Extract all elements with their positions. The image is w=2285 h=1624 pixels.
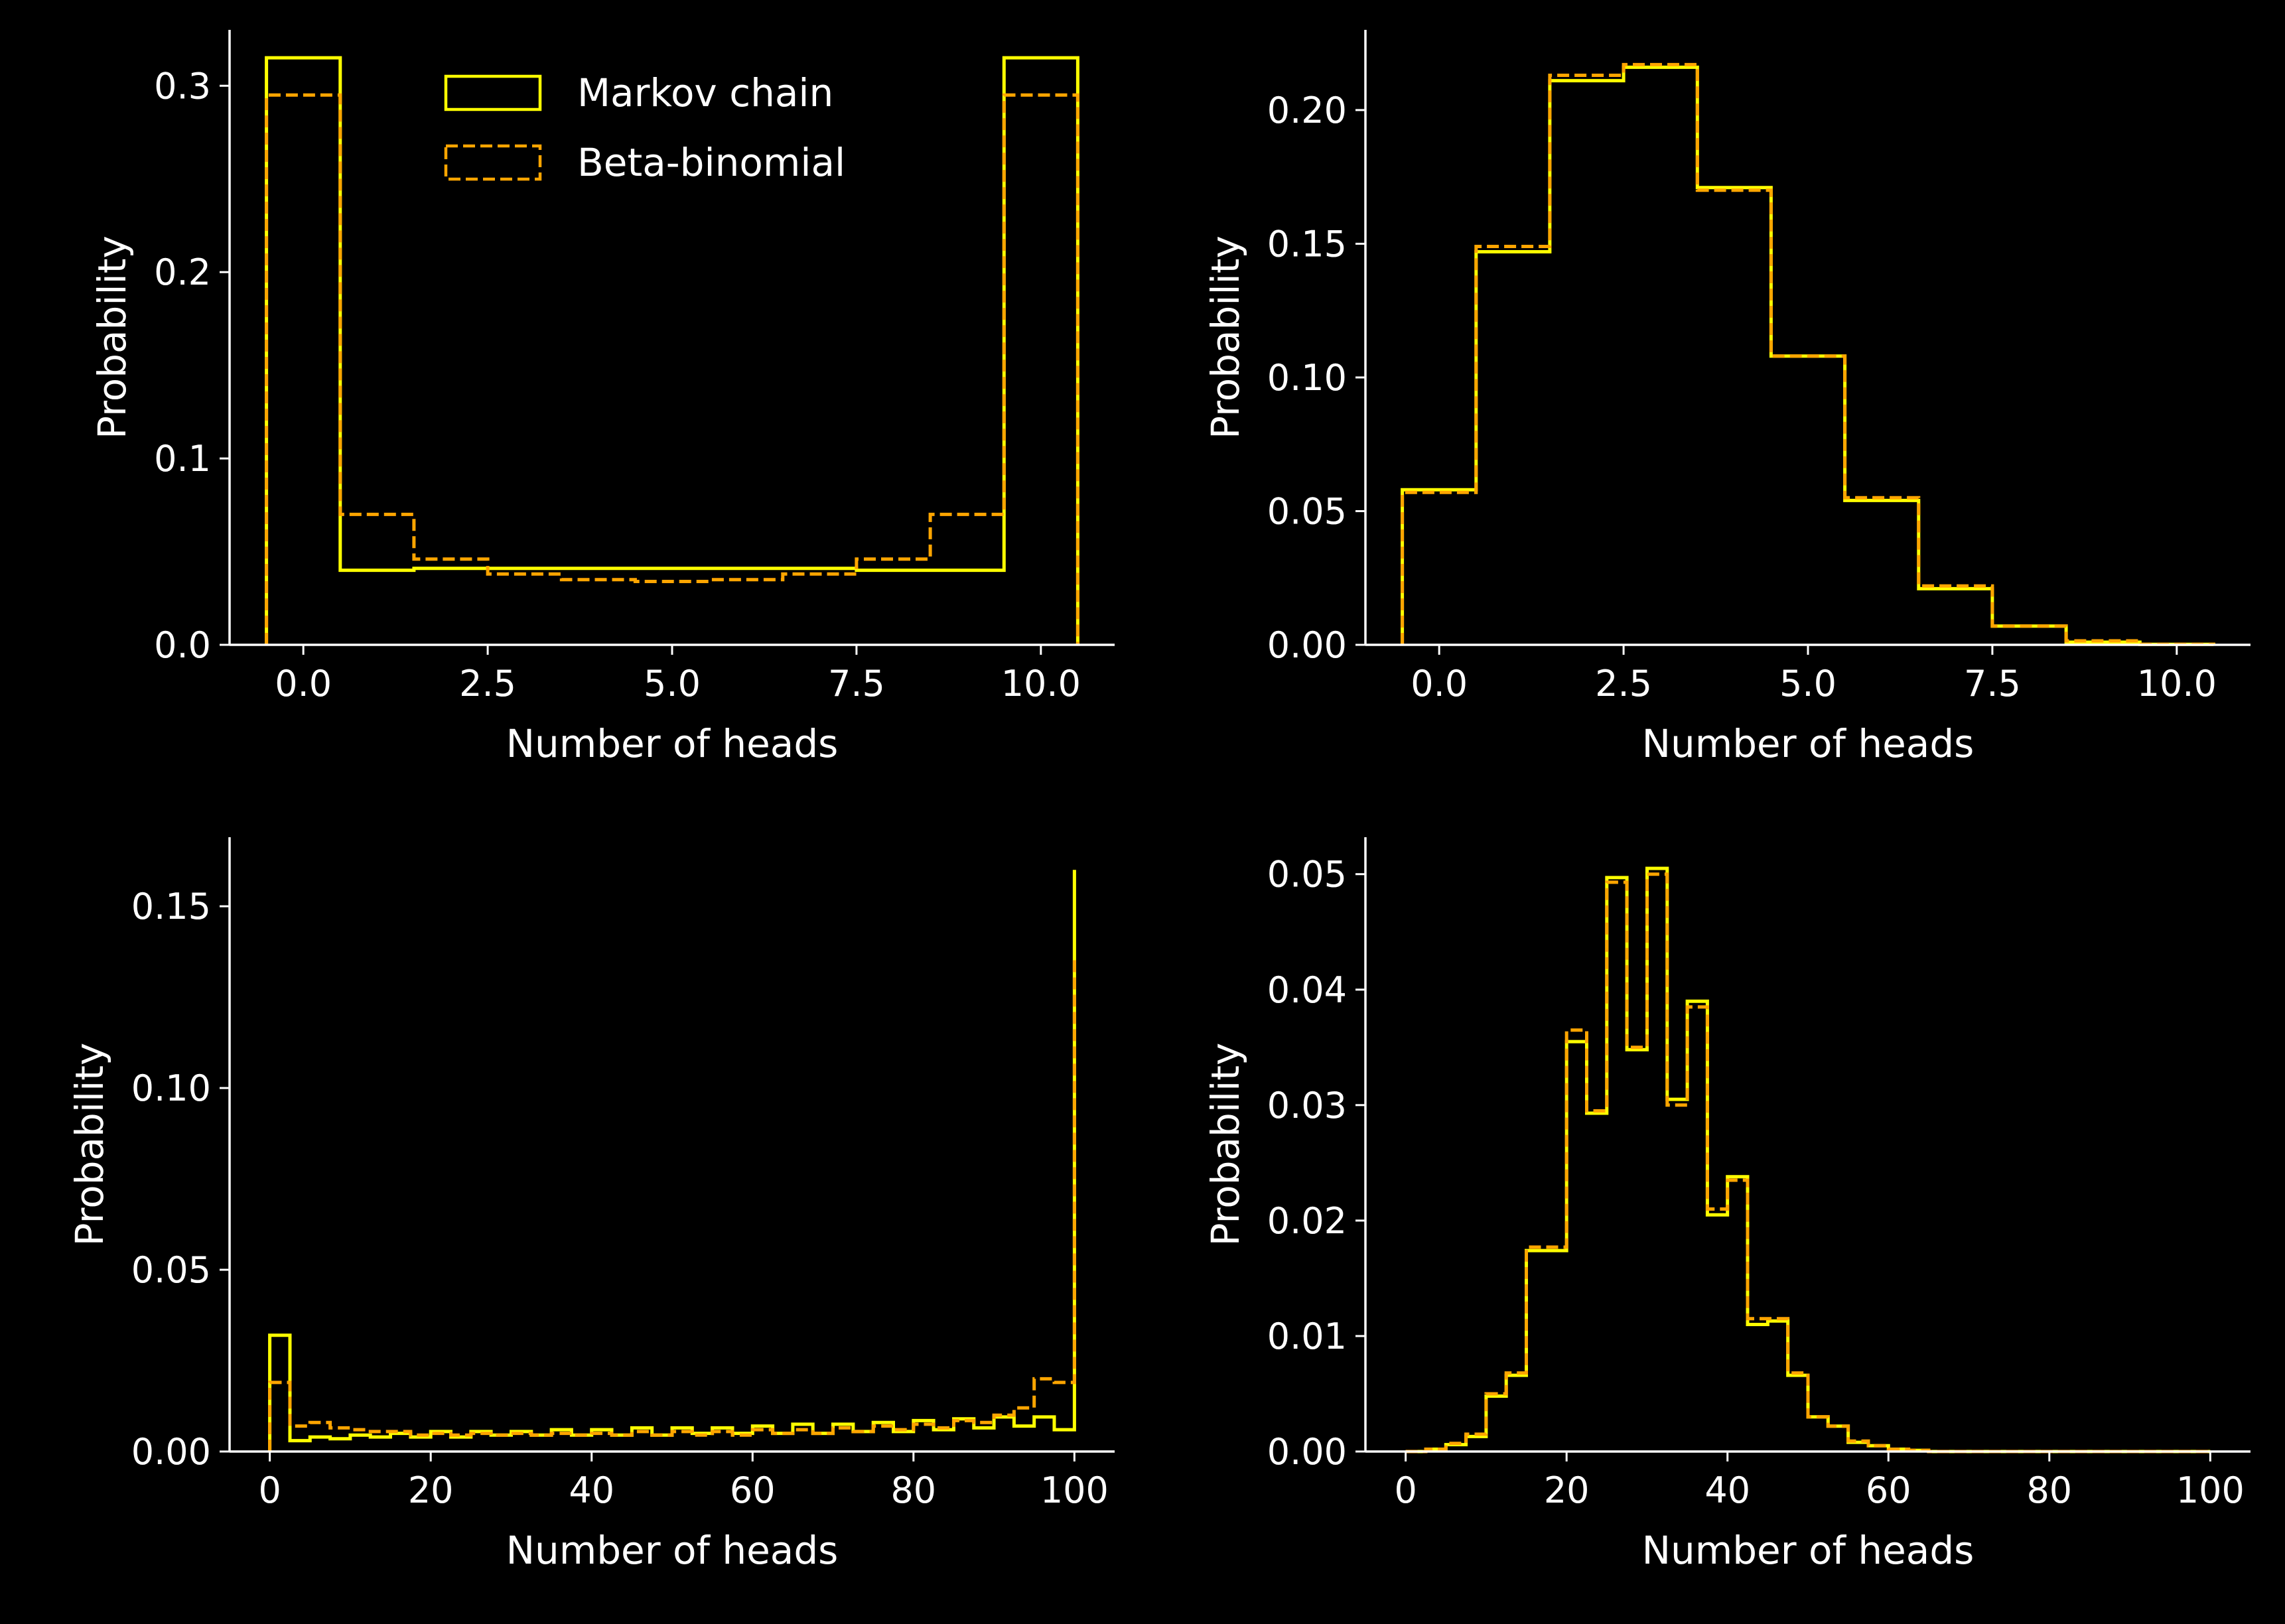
y-tick-label: 0.05 [1267, 854, 1347, 896]
x-tick-label: 100 [1040, 1469, 1109, 1511]
x-axis-label: Number of heads [1642, 721, 1974, 766]
series-beta-binomial-step [268, 957, 1076, 1452]
x-tick-label: 60 [1866, 1469, 1911, 1511]
x-tick-label: 80 [890, 1469, 936, 1511]
x-axis-label: Number of heads [506, 721, 839, 766]
x-tick-label: 20 [408, 1469, 454, 1511]
x-tick-label: 100 [2176, 1469, 2245, 1511]
y-tick-label: 0.10 [131, 1067, 211, 1109]
series-beta-binomial-step [1401, 62, 2215, 646]
x-tick-label: 80 [2026, 1469, 2072, 1511]
x-tick-label: 7.5 [1964, 663, 2021, 705]
y-tick-label: 0.01 [1267, 1316, 1347, 1357]
legend-swatch-markov-chain [444, 74, 542, 111]
chart-panel-1: 0.0 2.5 5.0 7.5 10.0 0.0 0.1 0.2 0.3 Number of he… [90, 30, 1115, 766]
chart-panel-4: 0 20 40 60 80 100 0.00 0.01 0.02 0.03 0.04 0.05 Numb… [1203, 837, 2250, 1573]
y-tick-label: 0.03 [1267, 1085, 1347, 1126]
y-axis-label: Probability [67, 1043, 112, 1247]
chart-panel-2: 0.0 2.5 5.0 7.5 10.0 0.00 0.05 0.10 0.15 0.20 Numb… [1203, 30, 2250, 766]
x-tick-label: 10.0 [1001, 663, 1081, 705]
x-tick-label: 0.0 [275, 663, 332, 705]
chart-panel-3: 0 20 40 60 80 100 0.00 0.05 0.10 0.15 Number of he… [67, 837, 1115, 1573]
y-tick-label: 0.15 [131, 886, 211, 927]
y-axis-label: Probability [1203, 236, 1248, 439]
x-tick-label: 5.0 [644, 663, 701, 705]
x-tick-label: 5.0 [1779, 663, 1836, 705]
y-tick-label: 0.00 [131, 1431, 211, 1473]
x-tick-label: 40 [1704, 1469, 1750, 1511]
legend: Markov chain Beta-binomial [444, 70, 845, 185]
series-beta-binomial-step [265, 93, 1079, 645]
y-tick-label: 0.3 [154, 65, 211, 107]
x-tick-label: 7.5 [828, 663, 885, 705]
y-axis-label: Probability [1203, 1043, 1248, 1247]
y-tick-label: 0.05 [1267, 490, 1347, 532]
y-tick-label: 0.02 [1267, 1200, 1347, 1242]
x-tick-label: 0 [1394, 1469, 1417, 1511]
legend-swatch-beta-binomial [444, 144, 542, 181]
x-tick-label: 0.0 [1411, 663, 1468, 705]
x-axis-label: Number of heads [1642, 1528, 1974, 1573]
x-tick-label: 40 [569, 1469, 614, 1511]
y-tick-label: 0.00 [1267, 1431, 1347, 1473]
y-axis-label: Probability [90, 236, 135, 439]
y-tick-label: 0.2 [154, 251, 211, 293]
legend-label: Beta-binomial [577, 140, 845, 185]
x-tick-label: 0 [258, 1469, 281, 1511]
panels: 0.0 2.5 5.0 7.5 10.0 0.0 0.1 0.2 0.3 Number of he… [67, 30, 2250, 1573]
legend-label: Markov chain [577, 70, 833, 115]
y-tick-label: 0.00 [1267, 624, 1347, 666]
y-tick-label: 0.10 [1267, 357, 1347, 399]
y-tick-label: 0.1 [154, 438, 211, 480]
y-tick-label: 0.20 [1267, 90, 1347, 131]
y-tick-label: 0.15 [1267, 223, 1347, 265]
x-tick-label: 10.0 [2137, 663, 2217, 705]
x-tick-label: 20 [1544, 1469, 1590, 1511]
x-tick-label: 2.5 [459, 663, 516, 705]
y-tick-label: 0.05 [131, 1249, 211, 1291]
x-axis-label: Number of heads [506, 1528, 839, 1573]
x-tick-label: 2.5 [1595, 663, 1652, 705]
x-tick-label: 60 [730, 1469, 776, 1511]
y-tick-label: 0.04 [1267, 969, 1347, 1011]
y-tick-label: 0.0 [154, 624, 211, 666]
